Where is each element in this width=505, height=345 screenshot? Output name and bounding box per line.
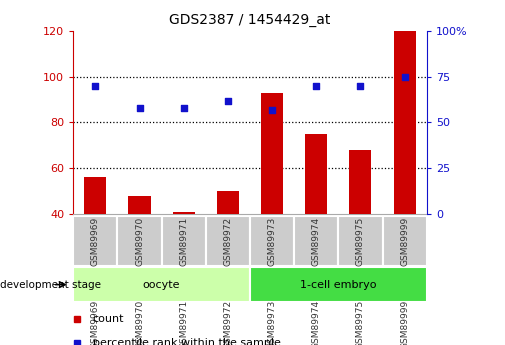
Bar: [261, 93, 283, 214]
Text: percentile rank within the sample: percentile rank within the sample: [92, 338, 281, 345]
Bar: [117, 216, 162, 266]
Bar: [84, 177, 107, 214]
Bar: [294, 216, 338, 266]
Text: 1-cell embryo: 1-cell embryo: [300, 280, 377, 289]
Bar: [305, 134, 327, 214]
Text: GSM89999: GSM89999: [400, 217, 409, 266]
Bar: [217, 191, 239, 214]
Bar: [162, 216, 206, 266]
Text: GSM89970: GSM89970: [135, 217, 144, 266]
Text: count: count: [92, 314, 124, 324]
Bar: [250, 216, 294, 266]
Point: [268, 107, 276, 112]
Bar: [73, 216, 117, 266]
Bar: [73, 267, 250, 302]
Bar: [128, 196, 150, 214]
Text: GSM89974: GSM89974: [312, 217, 321, 266]
Title: GDS2387 / 1454429_at: GDS2387 / 1454429_at: [169, 13, 331, 27]
Text: GSM89975: GSM89975: [356, 217, 365, 266]
Text: GSM89969: GSM89969: [91, 217, 100, 266]
Point: [224, 98, 232, 103]
Point: [312, 83, 320, 89]
Text: oocyte: oocyte: [143, 280, 180, 289]
Bar: [393, 31, 416, 214]
Point: [357, 83, 365, 89]
Text: GSM89973: GSM89973: [268, 217, 277, 266]
Point: [180, 105, 188, 111]
Text: development stage: development stage: [0, 280, 101, 289]
Bar: [349, 150, 372, 214]
Text: GSM89972: GSM89972: [223, 217, 232, 266]
Point: [91, 83, 99, 89]
Point: [400, 74, 409, 79]
Bar: [206, 216, 250, 266]
Text: GSM89971: GSM89971: [179, 217, 188, 266]
Bar: [250, 267, 427, 302]
Bar: [338, 216, 383, 266]
Bar: [383, 216, 427, 266]
Bar: [173, 211, 195, 214]
Point: [135, 105, 143, 111]
